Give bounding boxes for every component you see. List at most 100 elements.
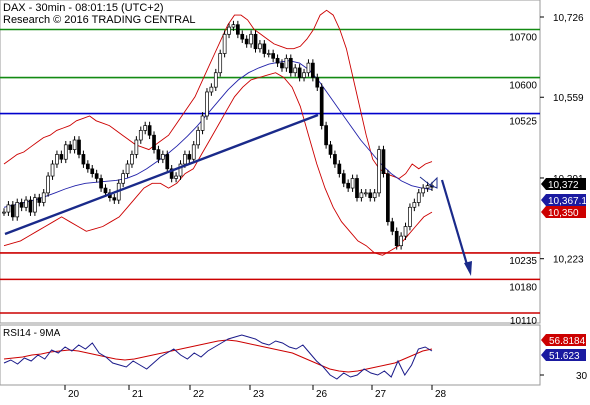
candle: [28, 196, 33, 216]
candle-body: [266, 53, 271, 55]
candle: [275, 54, 280, 67]
candle-body: [85, 163, 90, 170]
price-tag-bb: 10,350: [541, 206, 586, 219]
candle-body: [130, 154, 134, 165]
candle-body: [416, 192, 421, 203]
candle-body: [50, 163, 55, 177]
rsi-tag: 56.8184: [541, 334, 586, 347]
candle: [125, 160, 130, 178]
candle: [328, 140, 333, 159]
candle: [121, 169, 125, 188]
candle-body: [346, 182, 351, 189]
candle: [222, 30, 227, 58]
candle-body: [288, 57, 293, 74]
candle-body: [191, 144, 196, 160]
candlesticks: [2, 20, 434, 250]
uptrend-line: [4, 113, 319, 236]
candle-body: [200, 115, 205, 131]
candle: [213, 68, 218, 91]
candle: [187, 150, 192, 164]
candle: [94, 169, 99, 183]
candle-body: [152, 134, 156, 150]
rsi-ma-line: [3, 339, 433, 373]
candle: [85, 160, 90, 173]
candle: [311, 59, 315, 82]
candle-body: [262, 43, 267, 54]
candle: [55, 150, 59, 168]
x-tick-label: 23: [253, 389, 265, 400]
candle: [337, 160, 342, 178]
rsi-tag-bg: [541, 349, 586, 361]
candle-body: [156, 149, 161, 160]
x-tick-label: 21: [132, 389, 144, 400]
candle-body: [28, 199, 33, 213]
candle-body: [240, 33, 245, 40]
upper-band-line: [3, 9, 433, 180]
y-tick-label: 10,559: [553, 93, 584, 104]
candle-body: [218, 53, 223, 74]
price-tag-price: 10,372: [541, 178, 586, 191]
candle: [280, 59, 284, 72]
forecast-arrow-line: [440, 179, 470, 269]
candle: [266, 49, 271, 58]
candle-body: [275, 57, 280, 64]
level-labels: 10700 10600 10525 10235 10180 10110: [509, 32, 537, 327]
candle: [315, 73, 320, 91]
candle: [15, 198, 20, 221]
candle-body: [341, 173, 346, 184]
forecast-arrow-head: [464, 261, 472, 276]
candle-body: [421, 187, 426, 194]
rsi-title: RSI14 - 9MA: [3, 328, 61, 339]
candle-body: [19, 202, 24, 208]
candle: [258, 40, 262, 53]
candle: [72, 136, 77, 154]
candle-body: [81, 154, 86, 165]
candle: [381, 145, 386, 178]
candle-body: [403, 226, 408, 237]
candle-body: [328, 144, 333, 155]
rsi-tag-text: 51.623: [549, 351, 580, 362]
rsi-lines: [3, 334, 433, 380]
candle: [134, 136, 139, 159]
candle: [240, 30, 245, 43]
candle-body: [350, 178, 355, 189]
candle-body: [280, 62, 284, 69]
candle: [297, 64, 302, 82]
candle: [191, 140, 196, 164]
candle: [306, 59, 311, 77]
price-tag-text: 10,350: [548, 208, 579, 219]
candle: [130, 150, 134, 168]
candle-body: [333, 154, 337, 165]
level-label-10235: 10235: [509, 256, 537, 267]
candle-body: [355, 178, 359, 199]
candle-body: [359, 192, 364, 199]
candle: [24, 196, 28, 212]
moving-average: [3, 60, 433, 208]
candle-body: [187, 154, 192, 160]
candle: [77, 136, 81, 159]
candle: [359, 189, 364, 202]
candle: [262, 40, 267, 58]
candle-body: [253, 33, 258, 50]
candle-body: [178, 163, 183, 177]
candle-body: [121, 173, 125, 184]
candle: [10, 201, 15, 221]
candle: [33, 193, 37, 216]
candle-body: [6, 204, 11, 213]
level-label-10180: 10180: [509, 282, 537, 293]
level-label-10525: 10525: [509, 117, 537, 128]
candle-body: [293, 67, 298, 74]
price-tag-text: 10,372: [548, 180, 579, 191]
rsi-panel: [0, 324, 541, 386]
candle-body: [94, 173, 99, 179]
candle: [394, 227, 399, 250]
candle-body: [41, 192, 46, 203]
candle: [390, 217, 395, 236]
candle-body: [394, 230, 399, 247]
candle: [59, 150, 64, 164]
candle: [302, 68, 306, 82]
candle: [169, 165, 174, 183]
candle: [99, 174, 103, 192]
